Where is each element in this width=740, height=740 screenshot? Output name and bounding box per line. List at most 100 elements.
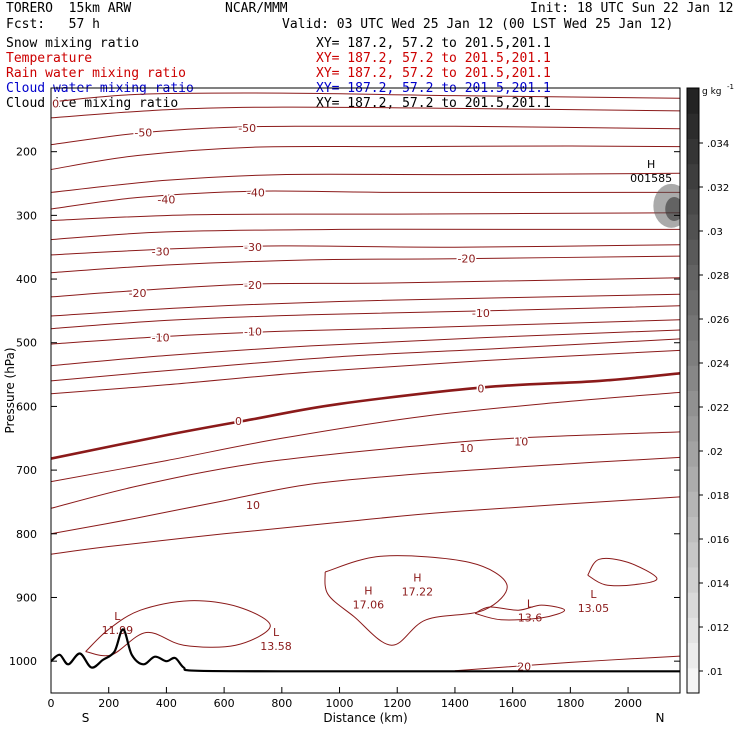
temperature-contour	[51, 212, 680, 221]
x-tick-label: 0	[48, 697, 55, 710]
x-tick-label: 1800	[556, 697, 584, 710]
contour-label: -50	[238, 122, 256, 135]
x-tick-label: 1600	[499, 697, 527, 710]
temperature-contour	[51, 92, 680, 103]
x-tick-label: 1200	[383, 697, 411, 710]
high-marker: H	[647, 158, 655, 171]
contour-label: -20	[458, 253, 476, 266]
init-time: Init: 18 UTC Sun 22 Jan 12	[530, 1, 734, 16]
plot-frame	[50, 87, 681, 694]
colorbar-segment	[687, 390, 699, 417]
low-marker: L	[527, 597, 534, 610]
low-marker: L	[114, 610, 121, 623]
temperature-contour	[51, 349, 680, 395]
temperature-contour	[51, 293, 680, 317]
colorbar-segment	[687, 239, 699, 265]
low-marker: L	[590, 588, 597, 601]
colorbar-segment	[687, 466, 699, 492]
colorbar-tick-label: .016	[707, 535, 729, 546]
y-tick-label: 600	[16, 400, 37, 413]
colorbar-tick-label: .02	[707, 447, 723, 458]
colorbar-segment	[687, 541, 699, 568]
colorbar-tick-label: .032	[707, 183, 729, 194]
contour-label: -30	[152, 246, 170, 259]
temperature-contour	[51, 456, 680, 535]
temperature-contour	[587, 557, 658, 587]
temperature-contour	[51, 125, 680, 146]
high-marker: H	[364, 585, 372, 598]
colorbar-segment	[687, 188, 699, 215]
temperature-contour	[51, 372, 680, 460]
extremum-value: 17.22	[402, 585, 434, 598]
y-tick-label: 700	[16, 464, 37, 477]
contour-label: -60	[41, 97, 59, 110]
extremum-value: 13.58	[260, 640, 292, 653]
temperature-contour	[51, 305, 680, 330]
temperature-contour	[85, 600, 271, 657]
colorbar-segment	[687, 214, 699, 240]
colorbar-segment	[687, 440, 699, 467]
temperature-contour	[324, 555, 508, 646]
colorbar-segment	[687, 88, 699, 114]
field-xy-range: XY= 187.2, 57.2 to 201.5,201.1	[316, 66, 551, 81]
temperature-contour	[51, 391, 680, 483]
colorbar-frame	[686, 87, 700, 694]
temperature-contour	[51, 255, 680, 274]
temperature-contour	[51, 277, 680, 298]
colorbar-unit-exponent: -1	[727, 83, 734, 91]
extremum-value: 13.05	[578, 602, 610, 615]
x-tick-label: 200	[98, 697, 119, 710]
colorbar-tick-label: .034	[707, 139, 729, 150]
colorbar-segment	[687, 113, 699, 139]
field-name: Rain water mixing ratio	[6, 66, 187, 81]
colorbar-segment	[687, 642, 699, 669]
temperature-contour	[51, 145, 680, 170]
temperature-contour	[51, 319, 680, 345]
forecast-hour: Fcst: 57 h	[6, 17, 100, 32]
contour-label: -50	[134, 127, 152, 140]
y-tick-label: 200	[16, 146, 37, 159]
extremum-value: 11.99	[102, 624, 134, 637]
colorbar-tick-label: .014	[707, 579, 729, 590]
y-axis-label: Pressure (hPa)	[3, 347, 17, 433]
colorbar-tick-label: .012	[707, 623, 729, 634]
y-tick-label: 900	[16, 591, 37, 604]
temperature-contour	[51, 172, 680, 193]
temperature-contour	[51, 190, 680, 210]
colorbar-tick-label: .026	[707, 315, 729, 326]
north-label: N	[656, 711, 665, 725]
contour-label: 0	[477, 383, 484, 396]
temperature-contour	[51, 244, 680, 256]
contour-label: -30	[244, 241, 262, 254]
temperature-contour	[51, 338, 680, 382]
contour-label: 10	[246, 499, 260, 512]
extremum-value: 17.06	[353, 599, 385, 612]
colorbar-segment	[687, 592, 699, 618]
model-title: TORERO 15km ARW	[6, 1, 132, 16]
colorbar-segment	[687, 516, 699, 543]
temperature-contour	[474, 604, 566, 621]
colorbar-segment	[687, 667, 699, 694]
high-marker: H	[413, 571, 421, 584]
contour-label: 10	[459, 442, 473, 455]
y-tick-label: 400	[16, 273, 37, 286]
y-tick-label: 300	[16, 209, 37, 222]
colorbar-tick-label: .028	[707, 271, 729, 282]
x-axis-label: Distance (km)	[323, 711, 407, 725]
terrain-line	[51, 628, 680, 673]
center-label: NCAR/MMM	[225, 1, 288, 16]
contour-label: -20	[244, 279, 262, 292]
colorbar-tick-label: .018	[707, 491, 729, 502]
temperature-contour	[51, 329, 680, 367]
colorbar-unit: g kg	[702, 87, 722, 97]
colorbar-segment	[687, 617, 699, 644]
valid-time: Valid: 03 UTC Wed 25 Jan 12 (00 LST Wed …	[282, 17, 674, 32]
field-name: Cloud ice mixing ratio	[6, 96, 179, 111]
contour-layer: -60 -50 -50 -40 -40 -30 -30 -20 -20 -20 -10 -10 -10 0…	[41, 92, 680, 675]
low-marker: L	[273, 626, 280, 639]
x-tick-label: 1000	[326, 697, 354, 710]
colorbar-segment	[687, 566, 699, 593]
snow-mixing-core	[665, 197, 680, 221]
colorbar-tick-label: .01	[707, 667, 723, 678]
